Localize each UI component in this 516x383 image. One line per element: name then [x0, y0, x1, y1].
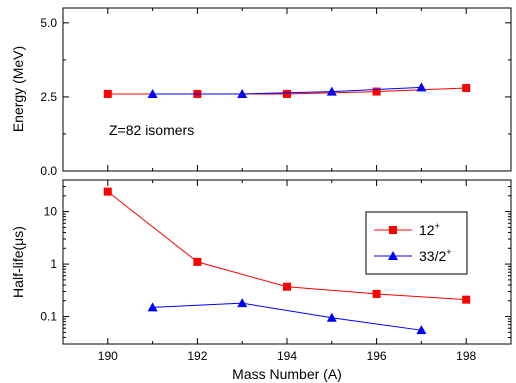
top-y-tick-label: 0.0 — [40, 164, 57, 178]
top-series-1-line — [152, 86, 422, 95]
top-panel-ticks: 0.0 2.5 5.0 — [40, 8, 512, 178]
bottom-panel-ticks: 190 192 194 196 198 0.1 1 10 — [40, 179, 512, 363]
x-tick-label: 190 — [98, 349, 118, 363]
x-tick-label: 196 — [367, 349, 387, 363]
top-series-0-point — [462, 84, 471, 93]
bottom-y-tick-label: 0.1 — [40, 310, 57, 324]
top-y-tick-label: 2.5 — [40, 90, 57, 104]
x-tick-label: 192 — [187, 349, 207, 363]
top-series-1-point — [416, 82, 427, 92]
legend-label-2-sup: + — [446, 247, 451, 257]
x-tick-label: 198 — [456, 349, 476, 363]
bottom-series-0-point — [283, 282, 291, 291]
bottom-series-0-point — [462, 295, 471, 304]
top-y-tick-label: 5.0 — [40, 16, 57, 30]
bottom-ylabel-close: ) — [10, 226, 26, 231]
bottom-y-tick-label: 1 — [50, 257, 57, 271]
top-series-1-point — [326, 86, 337, 96]
x-tick-label: 194 — [277, 349, 297, 363]
bottom-series-0-point — [103, 187, 112, 196]
legend-marker-2 — [388, 251, 398, 260]
top-series-1-point — [147, 88, 158, 98]
bottom-series-1-point — [416, 325, 427, 335]
isomer-annotation: Z=82 isomers — [109, 122, 194, 138]
top-panel-series — [103, 82, 471, 98]
legend-label-1: 12+ — [419, 221, 440, 238]
top-panel-ylabel: Energy (MeV) — [10, 46, 26, 132]
bottom-series-1-line — [152, 302, 422, 331]
top-series-0-point — [283, 89, 291, 98]
bottom-y-tick-label: 10 — [44, 205, 58, 219]
top-series-0-point — [372, 87, 381, 96]
legend-label-2-base: 33/2 — [419, 248, 446, 264]
legend-box — [365, 211, 468, 275]
legend-label-1-base: 12 — [419, 222, 435, 238]
bottom-panel-series — [103, 187, 471, 335]
legend-label-2: 33/2+ — [419, 247, 452, 264]
top-panel-frame — [62, 7, 512, 172]
legend-label-1-sup: + — [435, 221, 440, 231]
top-series-1-point — [237, 88, 248, 98]
top-series-0-point — [103, 89, 112, 98]
bottom-series-1-point — [326, 312, 337, 322]
bottom-panel-ylabel: Half-life(μs) — [10, 226, 26, 298]
bottom-ylabel-text: Half-life( — [10, 245, 26, 297]
x-axis-title: Mass Number (A) — [232, 366, 342, 382]
legend-marker-1 — [389, 226, 397, 234]
bottom-series-1-point — [237, 298, 248, 308]
bottom-series-0-point — [372, 289, 381, 298]
bottom-series-0-point — [193, 257, 202, 266]
bottom-series-1-point — [147, 302, 158, 312]
bottom-ylabel-unit: μs — [10, 231, 26, 246]
legend: 12+ 33/2+ — [365, 211, 468, 275]
